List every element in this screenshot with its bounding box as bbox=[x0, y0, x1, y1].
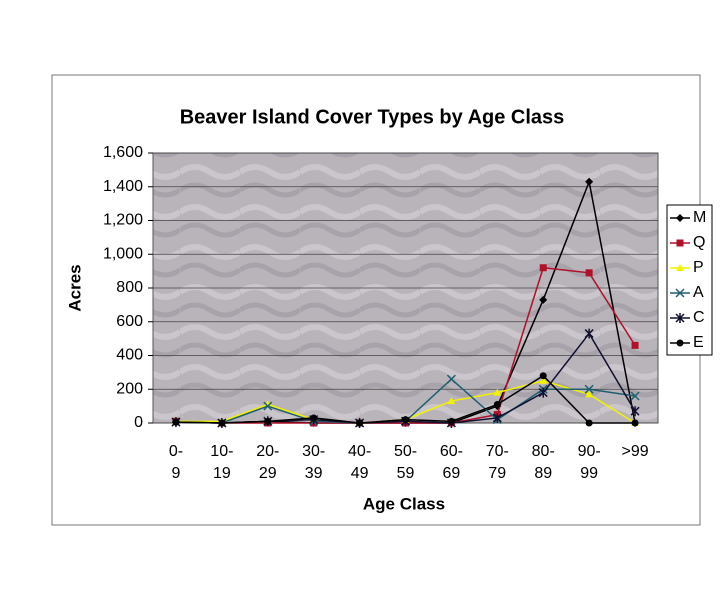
data-point bbox=[493, 400, 501, 408]
x-axis-label: Age Class bbox=[363, 494, 445, 513]
legend-label: M bbox=[693, 209, 706, 226]
data-point bbox=[492, 412, 502, 423]
legend-label: P bbox=[693, 259, 704, 276]
data-point bbox=[585, 419, 593, 427]
y-tick-label: 0 bbox=[134, 414, 143, 431]
legend-label: E bbox=[693, 334, 704, 351]
x-tick-label: 60-69 bbox=[440, 443, 463, 482]
data-point bbox=[447, 417, 455, 425]
data-point bbox=[631, 419, 639, 427]
y-tick-label: 400 bbox=[116, 347, 143, 364]
y-tick-label: 1,000 bbox=[103, 245, 143, 262]
data-point bbox=[310, 414, 318, 422]
y-tick-label: 600 bbox=[116, 313, 143, 330]
legend-marker bbox=[676, 214, 684, 222]
y-axis-label: Acres bbox=[65, 264, 84, 311]
x-tick-label: 80-89 bbox=[532, 443, 555, 482]
legend-marker bbox=[676, 339, 684, 347]
x-tick-label: 40-49 bbox=[348, 443, 371, 482]
data-point bbox=[584, 384, 594, 394]
data-point bbox=[630, 406, 640, 417]
x-tick-label: 50-59 bbox=[394, 443, 417, 482]
chart-title: Beaver Island Cover Types by Age Class bbox=[180, 106, 565, 128]
data-point bbox=[585, 269, 593, 277]
data-point bbox=[446, 374, 456, 384]
legend-marker bbox=[675, 288, 685, 298]
data-point bbox=[539, 376, 548, 384]
data-point bbox=[630, 391, 640, 401]
data-point bbox=[264, 417, 272, 425]
legend-marker bbox=[675, 313, 685, 323]
data-point bbox=[218, 419, 226, 427]
legend-label: C bbox=[693, 309, 705, 326]
data-point bbox=[631, 341, 639, 349]
x-tick-label: 10-19 bbox=[210, 443, 233, 482]
y-tick-label: 800 bbox=[116, 279, 143, 296]
legend-marker bbox=[676, 239, 684, 247]
x-tick-label: 90-99 bbox=[578, 443, 601, 482]
data-point bbox=[539, 264, 547, 272]
data-point bbox=[585, 390, 594, 398]
data-point bbox=[539, 372, 547, 380]
data-point bbox=[402, 416, 409, 424]
data-point bbox=[538, 387, 548, 398]
data-point bbox=[172, 418, 180, 426]
data-point bbox=[539, 295, 548, 304]
x-tick-label: >99 bbox=[621, 443, 648, 460]
legend-box bbox=[666, 204, 713, 356]
data-point bbox=[584, 328, 594, 339]
data-point bbox=[493, 388, 502, 396]
x-tick-label: 0-9 bbox=[169, 443, 183, 482]
x-tick-label: 30-39 bbox=[302, 443, 325, 482]
legend-marker bbox=[676, 264, 684, 271]
x-tick-label: 20-29 bbox=[256, 443, 279, 482]
data-point bbox=[263, 401, 273, 411]
y-tick-label: 200 bbox=[116, 380, 143, 397]
data-point bbox=[585, 177, 594, 186]
legend-label: A bbox=[693, 284, 704, 301]
y-tick-label: 1,600 bbox=[103, 144, 143, 161]
data-point bbox=[447, 397, 456, 405]
legend-label: Q bbox=[693, 234, 705, 251]
data-point bbox=[356, 419, 364, 427]
y-tick-label: 1,400 bbox=[103, 178, 143, 195]
x-tick-label: 70-79 bbox=[486, 443, 509, 482]
y-tick-label: 1,200 bbox=[103, 212, 143, 229]
data-point bbox=[263, 400, 272, 408]
